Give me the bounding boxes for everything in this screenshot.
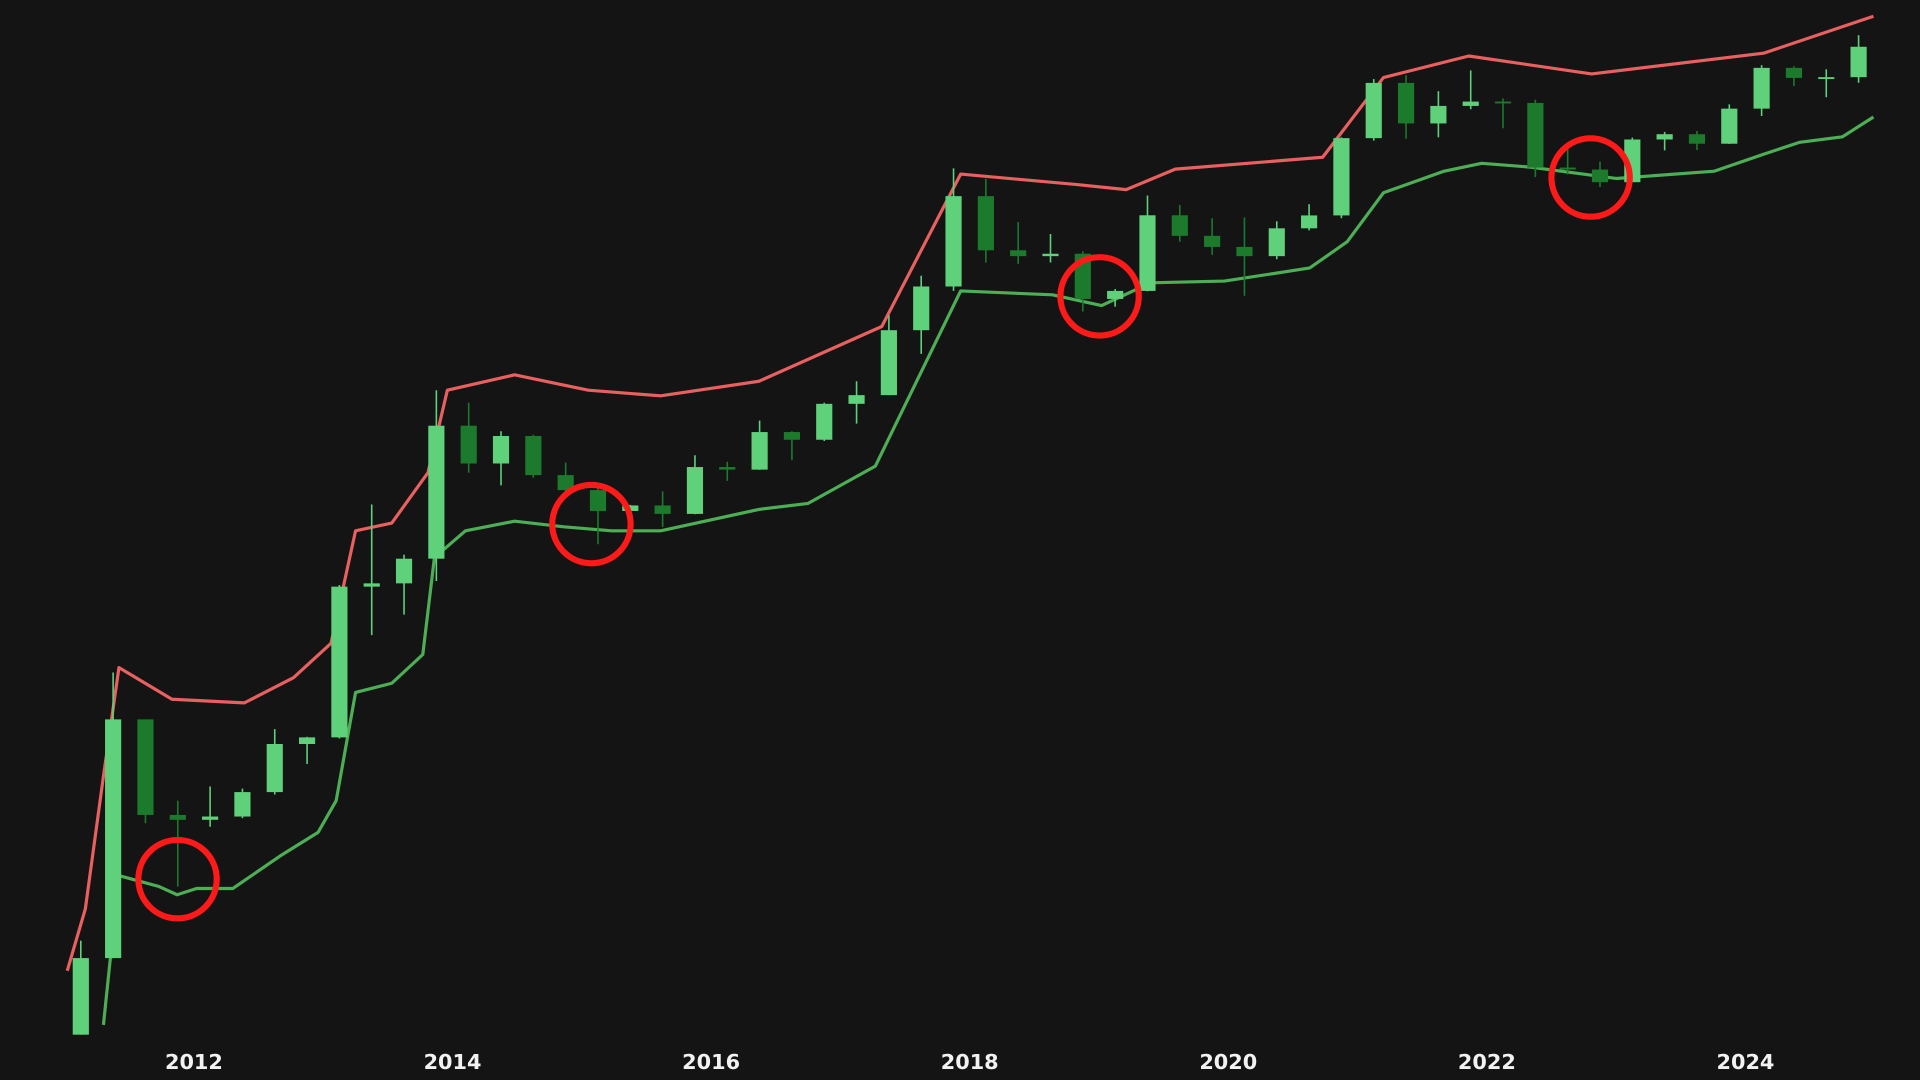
candle-body: [525, 435, 542, 476]
candle-body: [1333, 138, 1350, 216]
candle-body: [1107, 290, 1124, 299]
x-axis: 2012 2014 2016 2018 2020 2022 2024: [165, 1050, 1774, 1074]
candle-body: [1656, 134, 1673, 140]
bands: [65, 14, 1875, 1026]
candle-body: [105, 719, 122, 959]
candle-body: [331, 586, 348, 738]
band-line: [65, 14, 1874, 972]
candle-body: [945, 196, 962, 287]
candle-body: [1818, 77, 1835, 79]
candle-body: [1591, 169, 1609, 183]
x-tick-label: 2020: [1199, 1050, 1257, 1074]
candle-body: [1042, 253, 1059, 257]
highlight-circles: [135, 135, 1633, 922]
x-tick-label: 2024: [1717, 1050, 1775, 1074]
candle-body: [1430, 105, 1447, 124]
candle-body: [783, 432, 801, 440]
candle-body: [1236, 246, 1253, 257]
candle-body: [298, 737, 316, 745]
candle-body: [428, 425, 445, 559]
candle-body: [686, 467, 704, 514]
candle-body: [589, 490, 607, 511]
highlight-circle: [549, 481, 634, 567]
candle-body: [1365, 82, 1382, 139]
x-tick-label: 2022: [1458, 1050, 1516, 1074]
candle-body: [880, 330, 897, 396]
x-tick-label: 2016: [682, 1050, 740, 1074]
candle-body: [1139, 215, 1156, 291]
candle-body: [1494, 101, 1512, 104]
candle-body: [1397, 82, 1415, 124]
candle-body: [1753, 67, 1770, 109]
candle-body: [137, 719, 154, 815]
x-tick-label: 2018: [941, 1050, 999, 1074]
candle-body: [363, 583, 380, 587]
candle-body: [1527, 102, 1544, 168]
candle-body: [816, 403, 833, 440]
candle-body: [460, 425, 477, 464]
candle-body: [1785, 67, 1803, 78]
candle-body: [719, 467, 736, 470]
candle-body: [234, 792, 251, 817]
candle-body: [1559, 167, 1576, 170]
highlight-circle: [1057, 254, 1142, 339]
x-tick-label: 2012: [165, 1050, 223, 1074]
candle-body: [72, 958, 89, 1035]
candle-body: [1268, 228, 1285, 257]
candle-body: [913, 286, 930, 331]
candle-body: [557, 475, 574, 491]
candle-body: [1688, 134, 1706, 144]
candle-body: [1171, 215, 1188, 236]
candle-body: [202, 816, 219, 820]
candle-body: [1204, 235, 1221, 247]
candle-body: [654, 505, 671, 514]
x-tick-label: 2014: [424, 1050, 482, 1074]
candle-body: [1721, 108, 1738, 144]
highlight-circle: [1548, 135, 1633, 220]
candle-body: [977, 196, 994, 251]
band-line: [101, 115, 1875, 1026]
candle-body: [266, 744, 283, 793]
candle-body: [169, 814, 186, 820]
candle-body: [751, 432, 768, 470]
candle-body: [1010, 250, 1027, 257]
candle-body: [492, 435, 510, 464]
candle-body: [1301, 215, 1318, 229]
highlight-circle: [135, 836, 220, 922]
candle-body: [395, 558, 413, 584]
candle-body: [1462, 101, 1479, 106]
candle-body: [848, 395, 865, 404]
candle-body: [1850, 46, 1867, 78]
